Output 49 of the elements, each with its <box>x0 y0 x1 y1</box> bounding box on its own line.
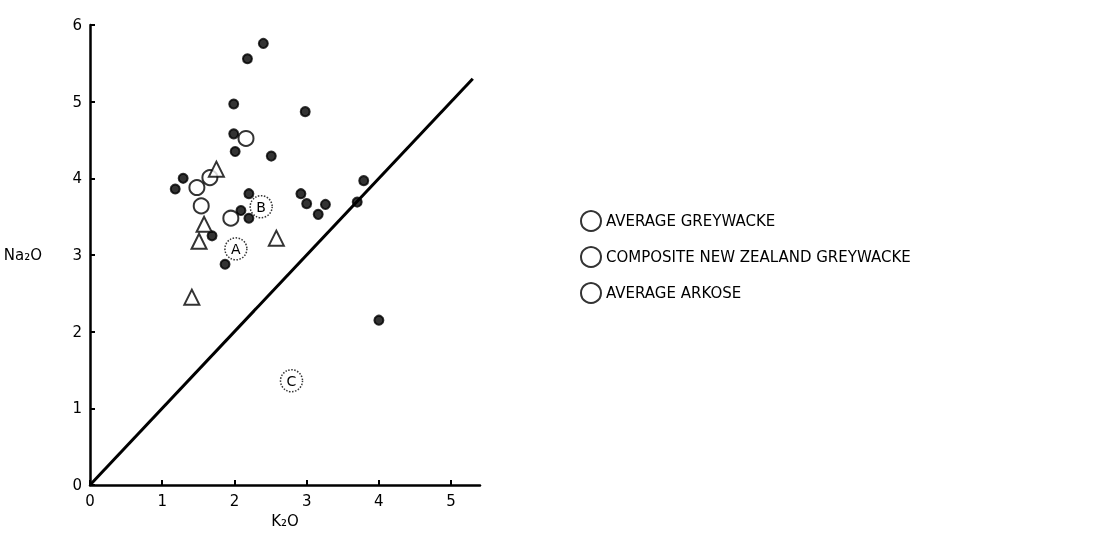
y-tick-label: 6 <box>72 16 82 34</box>
point <box>319 198 331 210</box>
x-tick-label: 2 <box>229 491 240 510</box>
y-tick-label: 0 <box>72 476 82 494</box>
point <box>188 179 206 197</box>
x-tick-label: 0 <box>85 491 95 510</box>
point <box>190 232 208 250</box>
point <box>265 150 277 162</box>
annotation: A <box>231 240 242 257</box>
point <box>241 53 253 65</box>
point <box>373 314 385 326</box>
x-axis-title: K₂O <box>271 511 299 530</box>
legend-label: AVERAGE ARKOSE <box>606 284 742 302</box>
point <box>207 160 225 178</box>
x-tick-label: 1 <box>157 491 167 510</box>
y-tick-label: 3 <box>72 246 82 264</box>
x-tick-label: 4 <box>374 491 384 510</box>
point <box>229 146 241 157</box>
legend-label: AVERAGE GREYWACKE <box>606 212 776 230</box>
point <box>257 37 269 49</box>
y-tick-label: 2 <box>72 322 82 341</box>
point <box>192 197 210 215</box>
point <box>177 172 189 184</box>
point <box>222 209 240 227</box>
point <box>219 258 231 270</box>
x-tick-label: 3 <box>301 491 312 510</box>
point <box>228 98 240 110</box>
point <box>358 175 370 187</box>
annotation: C <box>286 372 297 389</box>
legend-label: COMPOSITE NEW ZEALAND GREYWACKE <box>606 248 911 266</box>
point <box>235 205 247 217</box>
point <box>312 208 324 220</box>
point <box>195 215 213 233</box>
x-tick-label: 5 <box>446 491 456 510</box>
y-axis-title: Na₂O <box>3 246 42 264</box>
point <box>228 128 240 140</box>
point <box>301 198 313 210</box>
point <box>299 106 311 118</box>
y-tick-label: 5 <box>72 92 82 111</box>
annotation: B <box>256 198 266 215</box>
point <box>237 129 255 147</box>
y-tick-label: 1 <box>72 399 82 418</box>
point <box>243 188 255 200</box>
point <box>183 288 201 306</box>
y-tick-label: 4 <box>72 169 82 188</box>
point <box>295 188 307 200</box>
point <box>267 229 285 247</box>
point <box>169 183 181 195</box>
point <box>243 212 255 224</box>
